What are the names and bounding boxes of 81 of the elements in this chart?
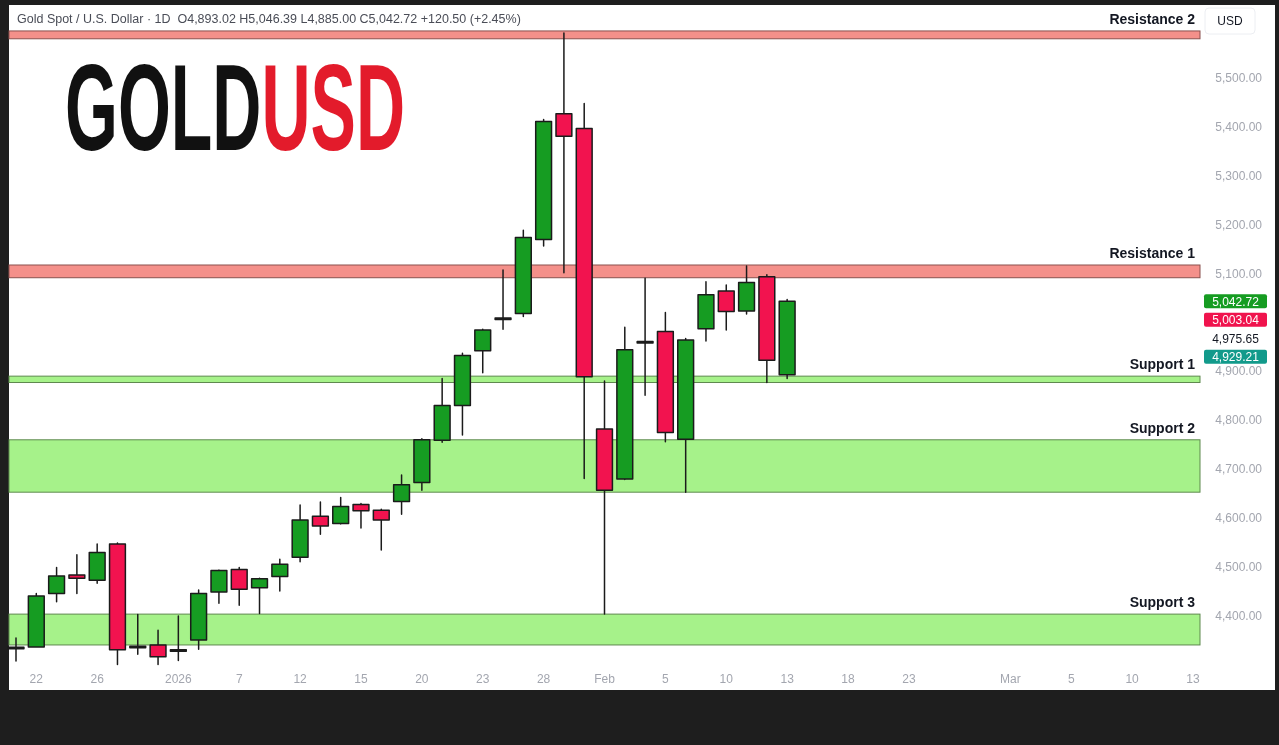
candlestick — [311, 501, 330, 536]
x-tick-label: 2026 — [164, 672, 193, 686]
x-tick-label: 7 — [235, 672, 243, 686]
candlestick — [616, 326, 634, 481]
candlestick — [68, 554, 86, 595]
x-tick-label: 18 — [841, 672, 856, 686]
x-tick-label: 22 — [29, 672, 44, 686]
candlestick — [778, 298, 796, 380]
candlestick — [514, 229, 532, 318]
text: 5,042.72 — [1212, 294, 1260, 309]
y-tick-label: 4,700.00 — [1215, 462, 1263, 477]
x-tick-label: 28 — [536, 672, 551, 686]
candlestick — [88, 543, 106, 585]
y-tick-label: 4,900.00 — [1215, 364, 1263, 379]
candlestick — [108, 542, 127, 666]
x-tick-label: Feb — [594, 672, 616, 686]
candlestick — [332, 496, 350, 525]
candlestick — [27, 592, 45, 648]
candlestick — [352, 502, 370, 529]
candlestick — [534, 118, 553, 247]
text: Gold Spot / U.S. Dollar · 1D O4,893.02 H5,046.39 L4,885.00 C5,042.72 +120.50 (+2.45%) — [17, 12, 521, 26]
x-tick-label: 5 — [662, 672, 670, 686]
x-tick-label: 20 — [415, 672, 429, 686]
y-tick-label: 4,500.00 — [1215, 560, 1263, 575]
y-tick-label: 5,200.00 — [1215, 217, 1263, 232]
x-tick-label: 10 — [719, 672, 734, 686]
candlestick — [149, 629, 167, 666]
x-tick-label: 5 — [1067, 672, 1075, 686]
band-label: Support 3 — [1129, 594, 1196, 611]
y-tick-label: 4,800.00 — [1215, 413, 1263, 428]
y-tick-label: 4,400.00 — [1215, 609, 1263, 624]
candlestick — [717, 284, 735, 331]
candlestick — [413, 438, 431, 491]
x-tick-label: 23 — [902, 672, 916, 686]
x-tick-label: 10 — [1125, 672, 1140, 686]
y-tick-label: 5,500.00 — [1215, 70, 1263, 85]
text: 4,929.21 — [1212, 350, 1260, 365]
candlestick — [474, 328, 492, 374]
candlestick — [677, 337, 695, 493]
candlestick — [47, 566, 66, 603]
y-tick-label: 5,400.00 — [1215, 119, 1263, 134]
x-tick-label: 13 — [1186, 672, 1200, 686]
candlestick — [555, 32, 573, 274]
band-label: Support 1 — [1129, 356, 1196, 373]
x-tick-label: 26 — [90, 672, 105, 686]
candlestick — [271, 558, 289, 592]
candlestick — [291, 504, 309, 563]
candlestick — [575, 102, 593, 480]
y-tick-label: 5,300.00 — [1215, 168, 1263, 183]
chart-title: GOLDUSD — [65, 40, 405, 176]
candlestick — [230, 566, 248, 607]
candlestick — [392, 474, 411, 515]
candlestick — [494, 269, 512, 330]
candlestick — [372, 508, 390, 551]
x-tick-label: 12 — [293, 672, 308, 686]
candlestick — [595, 380, 614, 615]
y-tick-label: 4,600.00 — [1215, 511, 1263, 526]
candlestick — [129, 613, 147, 656]
candlestick — [758, 274, 776, 384]
band-label: Resistance 1 — [1109, 245, 1196, 261]
x-tick-label: Mar — [1000, 672, 1021, 686]
candlestick — [169, 615, 188, 662]
text: 4,975.65 — [1212, 331, 1260, 346]
band-label: Support 2 — [1129, 419, 1196, 436]
candlestick — [636, 277, 654, 396]
x-tick-label: 23 — [476, 672, 490, 686]
y-axis-title: USD — [1217, 14, 1243, 29]
y-tick-label: 5,100.00 — [1215, 266, 1263, 281]
candlestick — [453, 352, 472, 436]
candlestick — [433, 377, 451, 443]
candlestick — [210, 569, 228, 605]
candlestick — [250, 577, 269, 615]
band-label: Resistance 2 — [1109, 10, 1196, 27]
candlestick — [697, 280, 715, 342]
candlestick — [656, 311, 675, 443]
candlestick — [737, 265, 756, 315]
candlestick — [7, 637, 25, 662]
text: 5,003.04 — [1212, 313, 1260, 328]
x-tick-label: 13 — [780, 672, 795, 686]
x-tick-label: 15 — [354, 672, 368, 686]
candlestick — [189, 589, 208, 651]
